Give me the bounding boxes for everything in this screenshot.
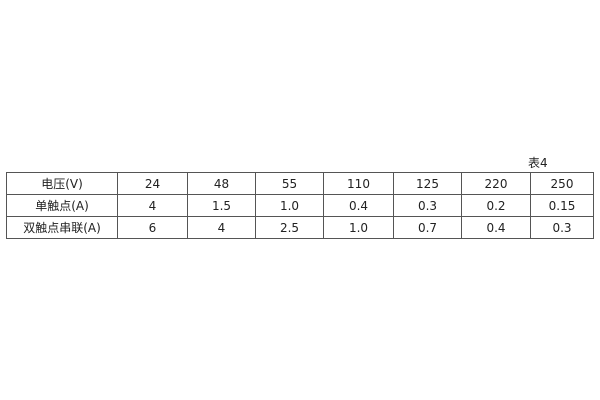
table-cell: 0.2 — [461, 194, 531, 217]
row-label: 双触点串联(A) — [6, 216, 118, 239]
table-cell: 125 — [393, 172, 462, 195]
table-cell: 1.0 — [323, 216, 394, 239]
table-cell: 220 — [461, 172, 531, 195]
table-cell: 6 — [117, 216, 188, 239]
table-cell: 0.15 — [530, 194, 594, 217]
table-cell: 1.5 — [187, 194, 256, 217]
table-cell: 55 — [255, 172, 324, 195]
table-cell: 4 — [117, 194, 188, 217]
table-row: 单触点(A) 4 1.5 1.0 0.4 0.3 0.2 0.15 — [6, 194, 594, 217]
table-cell: 0.4 — [461, 216, 531, 239]
table-cell: 0.3 — [530, 216, 594, 239]
table-caption: 表4 — [528, 156, 548, 170]
table-row: 电压(V) 24 48 55 110 125 220 250 — [6, 172, 594, 195]
table-cell: 0.4 — [323, 194, 394, 217]
row-label: 电压(V) — [6, 172, 118, 195]
table-cell: 1.0 — [255, 194, 324, 217]
row-label: 单触点(A) — [6, 194, 118, 217]
voltage-current-table: 电压(V) 24 48 55 110 125 220 250 单触点(A) 4 1.5 1.0 0.4 0… — [6, 172, 594, 239]
table-cell: 24 — [117, 172, 188, 195]
table-cell: 2.5 — [255, 216, 324, 239]
table-cell: 0.7 — [393, 216, 462, 239]
table-cell: 48 — [187, 172, 256, 195]
table-cell: 4 — [187, 216, 256, 239]
table-cell: 110 — [323, 172, 394, 195]
table-row: 双触点串联(A) 6 4 2.5 1.0 0.7 0.4 0.3 — [6, 216, 594, 239]
table-cell: 0.3 — [393, 194, 462, 217]
table-cell: 250 — [530, 172, 594, 195]
